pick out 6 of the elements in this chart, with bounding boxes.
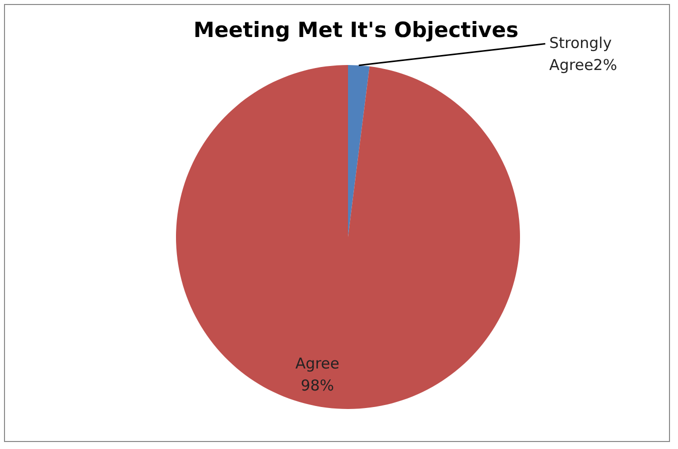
slice-label: Strongly Agree2% [549, 34, 618, 74]
data-label: 98% [300, 376, 334, 394]
chart-title: Meeting Met It's Objectives [194, 18, 518, 42]
slice-label: Agree [295, 354, 340, 372]
pie-slice [348, 65, 370, 237]
pie-slice [176, 65, 520, 409]
